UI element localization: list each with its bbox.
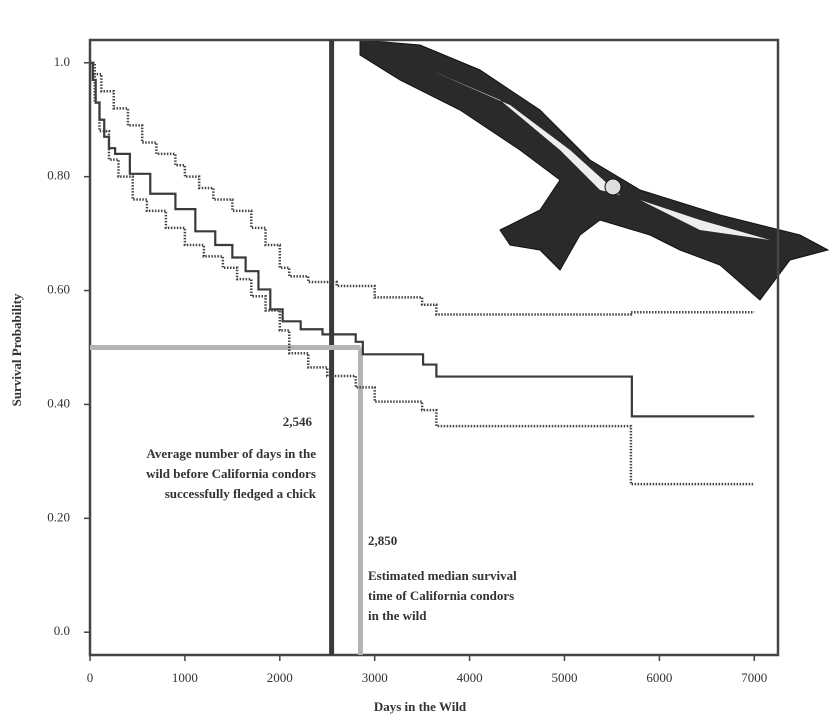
y-tick-label: 0.20: [47, 509, 70, 524]
annotation-text: time of California condors: [368, 588, 514, 603]
annotation-value: 2,850: [368, 533, 397, 548]
y-tick-label: 0.80: [47, 168, 70, 183]
chart: Days in the Wild Survival Probability 0 1…: [0, 0, 830, 718]
y-tick-label: 0.0: [54, 623, 70, 638]
x-tick-label: 4000: [457, 670, 483, 685]
annotation-text: successfully fledged a chick: [165, 486, 317, 501]
y-tick-label: 0.40: [47, 395, 70, 410]
y-axis-label: Survival Probability: [9, 293, 24, 406]
x-tick-label: 6000: [646, 670, 672, 685]
y-tick-label: 1.0: [54, 54, 70, 69]
x-tick-label: 3000: [362, 670, 388, 685]
survival-curve: [90, 63, 754, 484]
x-tick-label: 7000: [741, 670, 767, 685]
x-tick-label: 1000: [172, 670, 198, 685]
x-tick-label: 2000: [267, 670, 293, 685]
x-axis-label: Days in the Wild: [374, 699, 467, 714]
annotation-text: wild before California condors: [146, 466, 316, 481]
annotation-value: 2,546: [283, 414, 313, 429]
annotation-text: in the wild: [368, 608, 427, 623]
y-tick-label: 0.60: [47, 282, 70, 297]
survival-curve: [90, 63, 754, 315]
annotation-text: Average number of days in the: [146, 446, 316, 461]
survival-curve: [90, 63, 754, 417]
x-tick-label: 0: [87, 670, 94, 685]
condor-body: [360, 40, 828, 300]
annotation-text: Estimated median survival: [368, 568, 517, 583]
condor-head: [605, 179, 621, 195]
condor-illustration: [360, 40, 828, 300]
x-tick-label: 5000: [551, 670, 577, 685]
